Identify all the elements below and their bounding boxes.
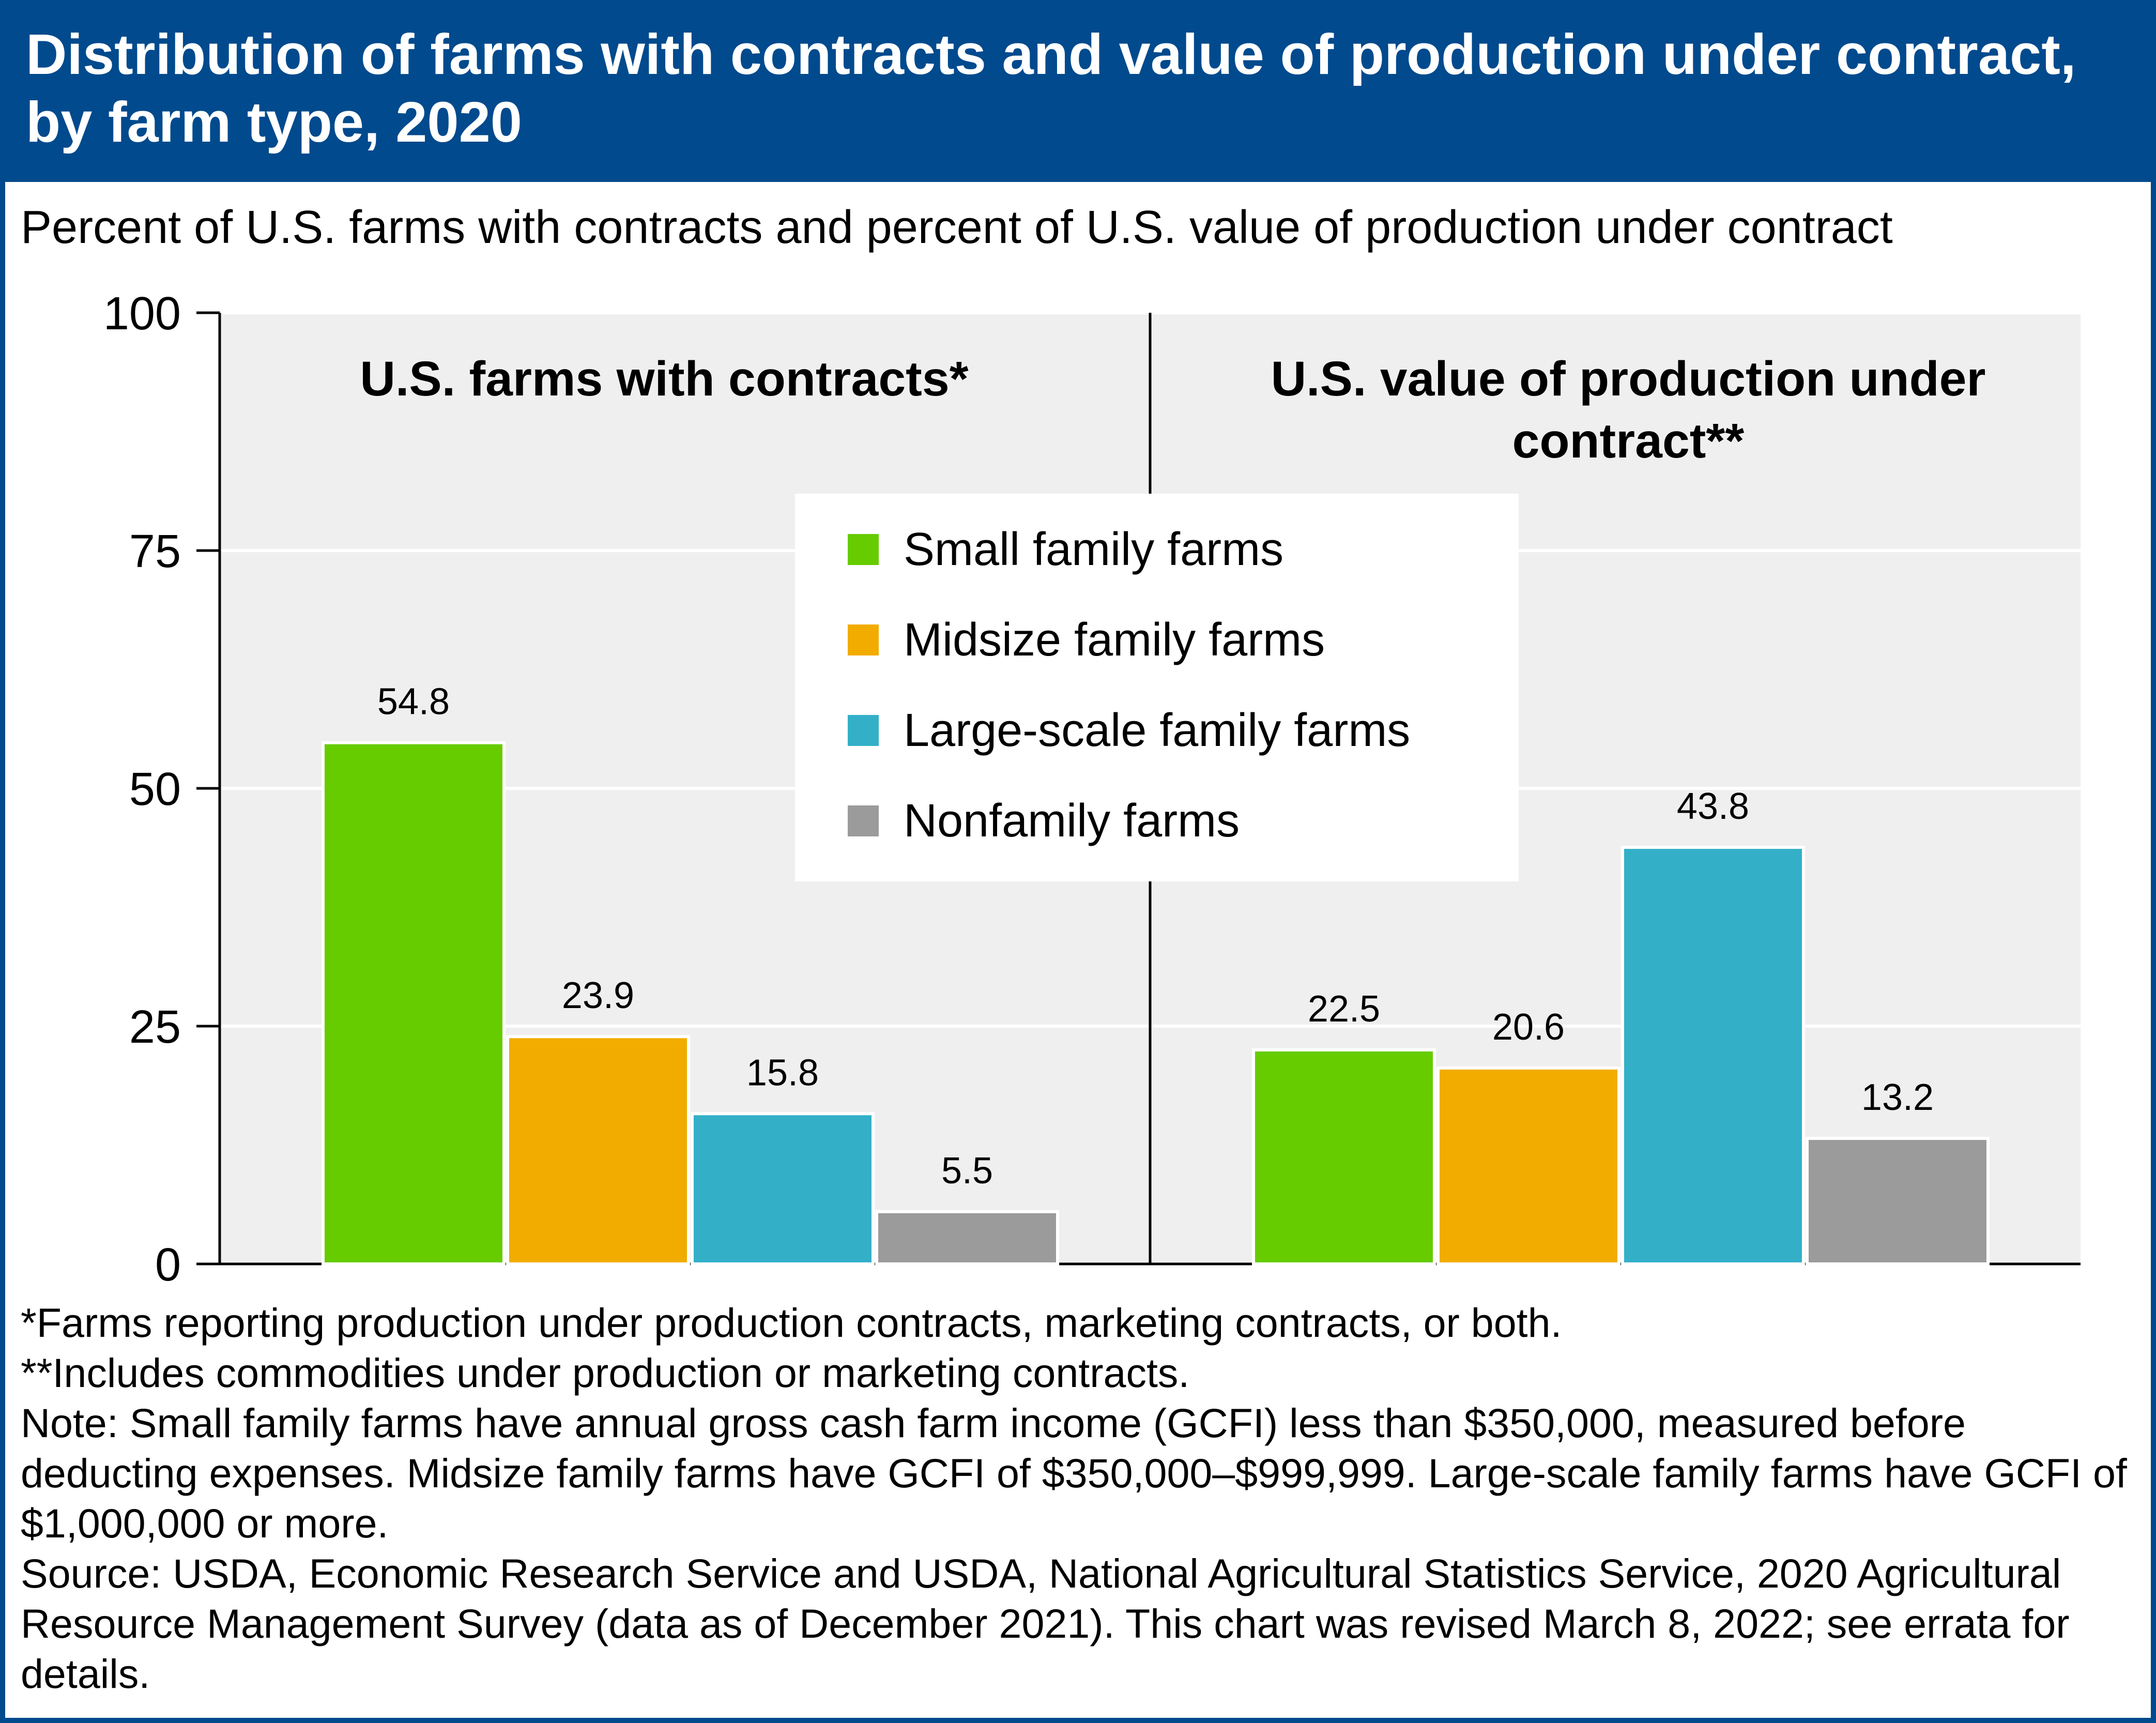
chart-subtitle: Percent of U.S. farms with contracts and…	[21, 202, 1893, 253]
bar-value-label: 5.5	[941, 1150, 993, 1192]
bar-value-label: 13.2	[1861, 1077, 1934, 1118]
legend-swatch-small	[848, 534, 879, 565]
footnote-commodities: **Includes commodities under production …	[21, 1350, 1190, 1396]
legend-swatch-large	[848, 715, 879, 746]
bar-midsize-panel1	[506, 1035, 690, 1265]
legend-label: Midsize family farms	[904, 614, 1325, 666]
y-tick-label: 50	[129, 764, 181, 815]
bar-value-label: 54.8	[377, 681, 450, 723]
footnote-contracts: *Farms reporting production under produc…	[21, 1300, 1562, 1346]
bar-large-panel1	[691, 1112, 875, 1266]
bar-value-label: 23.9	[562, 975, 634, 1016]
y-tick-label: 100	[103, 288, 181, 340]
panel-title: U.S. value of production under	[1271, 352, 1986, 406]
legend-swatch-nonfamily	[848, 805, 879, 836]
y-tick-label: 25	[129, 1001, 181, 1053]
bar-nonfamily-panel2	[1806, 1137, 1990, 1266]
legend-label: Small family farms	[904, 524, 1283, 575]
footnotes: *Farms reporting production under produc…	[21, 1298, 2140, 1699]
bar-large-panel2	[1621, 846, 1805, 1265]
panel-title: U.S. farms with contracts*	[360, 352, 968, 406]
bar-value-label: 15.8	[746, 1052, 819, 1093]
chart-area: 0 25 50 75 100 U.S. farms with contracts* 54.8…	[103, 288, 2081, 1291]
legend-label: Large-scale family farms	[904, 705, 1410, 756]
bar-midsize-panel2	[1436, 1066, 1620, 1265]
chart-title: Distribution of farms with contracts and…	[26, 23, 2076, 154]
footnote-source: Source: USDA, Economic Research Service …	[21, 1550, 2070, 1697]
title-bar: Distribution of farms with contracts and…	[0, 0, 2156, 182]
bar-nonfamily-panel1	[875, 1210, 1059, 1266]
y-tick-label: 75	[129, 526, 181, 577]
footnote-note: Note: Small family farms have annual gro…	[21, 1400, 2127, 1546]
bar-small-panel2	[1252, 1048, 1436, 1265]
legend-box	[795, 494, 1519, 881]
y-tick-label: 0	[155, 1239, 181, 1291]
legend-swatch-midsize	[848, 624, 879, 655]
bar-value-label: 22.5	[1308, 988, 1380, 1030]
panel-title: contract**	[1512, 414, 1745, 468]
legend-label: Nonfamily farms	[904, 795, 1240, 847]
bar-value-label: 43.8	[1677, 786, 1749, 827]
bar-small-panel1	[322, 741, 506, 1266]
bar-value-label: 20.6	[1492, 1007, 1565, 1048]
